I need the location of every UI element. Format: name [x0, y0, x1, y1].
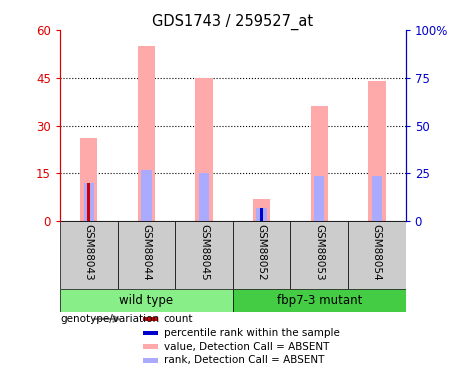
Bar [143, 358, 158, 363]
Title: GDS1743 / 259527_at: GDS1743 / 259527_at [152, 14, 313, 30]
Bar [143, 330, 158, 335]
Bar [256, 208, 267, 221]
Bar [348, 221, 406, 289]
Bar [60, 221, 118, 289]
Text: GSM88045: GSM88045 [199, 224, 209, 281]
Text: genotype/variation: genotype/variation [60, 314, 159, 324]
Text: GSM88054: GSM88054 [372, 224, 382, 281]
Bar [195, 78, 213, 221]
Text: GSM88052: GSM88052 [257, 224, 266, 281]
Bar [311, 106, 328, 221]
Bar [233, 289, 406, 312]
Bar [60, 289, 233, 312]
Text: rank, Detection Call = ABSENT: rank, Detection Call = ABSENT [164, 356, 324, 365]
Bar [233, 221, 290, 289]
Bar [87, 186, 90, 221]
Bar [372, 177, 382, 221]
Bar [83, 183, 94, 221]
Bar [143, 344, 158, 349]
Bar [253, 199, 270, 221]
Text: count: count [164, 314, 193, 324]
Bar [141, 170, 152, 221]
Bar [87, 183, 90, 221]
Text: GSM88053: GSM88053 [314, 224, 324, 281]
Bar [290, 221, 348, 289]
Text: wild type: wild type [119, 294, 173, 307]
Bar [80, 138, 97, 221]
Text: percentile rank within the sample: percentile rank within the sample [164, 328, 340, 338]
Text: fbp7-3 mutant: fbp7-3 mutant [277, 294, 362, 307]
Bar [368, 81, 385, 221]
Bar [199, 173, 209, 221]
Bar [260, 208, 263, 221]
Bar [143, 317, 158, 321]
Bar [118, 221, 175, 289]
Bar [314, 177, 325, 221]
Text: value, Detection Call = ABSENT: value, Detection Call = ABSENT [164, 342, 329, 351]
Text: GSM88044: GSM88044 [142, 224, 151, 281]
Text: GSM88043: GSM88043 [84, 224, 94, 281]
Bar [175, 221, 233, 289]
Bar [138, 46, 155, 221]
